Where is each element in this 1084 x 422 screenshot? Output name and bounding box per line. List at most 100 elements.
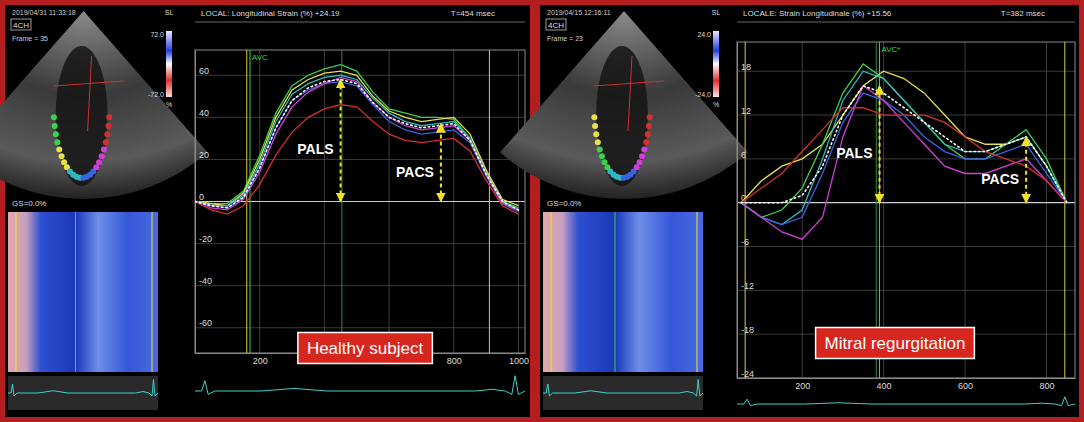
annotation-label: PALS: [836, 145, 872, 161]
y-axis-line: [737, 43, 738, 379]
view-box: [11, 19, 31, 30]
colorbar: [713, 31, 719, 97]
tracking-point: [591, 114, 597, 120]
tracking-points: [591, 114, 652, 181]
tracking-point: [639, 153, 645, 159]
timestamp: 2019/04/15 12:16:11: [547, 9, 611, 16]
colorbar-title: SL: [165, 9, 174, 16]
tracking-point: [61, 159, 67, 165]
strain-curve: [195, 82, 519, 212]
y-tick: -40: [195, 276, 212, 286]
tracking-point: [634, 164, 640, 170]
tracking-point: [599, 153, 605, 159]
panel-background: [5, 5, 530, 417]
ecg-trace: [737, 397, 1075, 406]
colorbar-label: 24.0: [697, 31, 711, 38]
mini-ecg: [543, 380, 703, 397]
panel: 2019/04/31 11:33:184CHFrame = 35GS=0.0%S…: [0, 5, 530, 417]
y-tick: -60: [195, 318, 212, 328]
tracking-point: [643, 139, 649, 145]
annotation-label: PALS: [297, 141, 333, 157]
y-tick-label: 20: [199, 150, 209, 160]
annotation-label: PACS: [981, 171, 1019, 187]
strain-curve: [195, 105, 519, 214]
tracking-point: [101, 147, 107, 153]
cross-line: [628, 56, 632, 131]
tracking-point: [104, 131, 110, 137]
y-tick-label: 18: [741, 62, 751, 72]
colorbar-unit: %: [713, 101, 719, 108]
time-cursor: [341, 50, 342, 353]
chart-subtitle: T=454 msec: [451, 9, 495, 18]
header-line: [195, 22, 525, 23]
x-tick: 200: [253, 353, 268, 366]
y-tick-label: 12: [741, 106, 751, 116]
tracking-point: [96, 159, 102, 165]
figure: 2019/04/31 11:33:184CHFrame = 35GS=0.0%S…: [0, 0, 1084, 422]
strain-map-line: [615, 212, 616, 372]
grid: [737, 42, 1075, 378]
chart-title: LOCAL: Longitudinal Strain (%) +24.19: [201, 9, 340, 18]
panel-background: [540, 5, 1079, 417]
x-tick-label: 800: [447, 356, 462, 366]
tracking-point: [51, 114, 57, 120]
colorbar-label: -72.0: [148, 91, 164, 98]
cycle-line: [745, 42, 746, 378]
tracking-point: [106, 114, 112, 120]
annotation-arrows: [341, 79, 441, 201]
tracking-point: [592, 123, 598, 129]
event-label: AVC*: [882, 45, 901, 54]
mini-ecg-bg: [543, 376, 703, 410]
y-tick-label: 0: [199, 192, 204, 202]
x-tick-label: 800: [1039, 381, 1054, 391]
ultrasound-sector: [0, 11, 208, 199]
strain-curve: [195, 79, 519, 209]
x-tick: 1000: [509, 353, 529, 366]
strain-curve: [741, 64, 1067, 217]
strain-curve: [741, 93, 1067, 224]
strain-map-line: [75, 212, 76, 372]
colorbar-label: 72.0: [150, 31, 164, 38]
plot-frame: [195, 50, 525, 353]
y-tick-label: -12: [741, 281, 754, 291]
annotation-arrow: [440, 124, 442, 202]
y-tick: -20: [195, 234, 212, 244]
tracking-point: [646, 123, 652, 129]
strain-map: [8, 212, 158, 372]
y-tick-label: -20: [199, 234, 212, 244]
y-tick-label: 60: [199, 66, 209, 76]
frame-label: Frame = 23: [547, 35, 583, 42]
x-tick: 800: [1039, 378, 1054, 391]
plot-frame: [737, 42, 1075, 378]
annotation-arrows: [880, 86, 1027, 203]
lv-cavity: [596, 46, 648, 186]
y-tick-label: -60: [199, 318, 212, 328]
strain-map-line: [16, 212, 17, 372]
x-tick-label: 600: [958, 381, 973, 391]
x-axis-line: [738, 378, 1076, 379]
group-label-box: [298, 333, 433, 364]
tracking-point: [93, 164, 99, 170]
strain-curve: [195, 77, 519, 210]
view-box: [546, 19, 566, 30]
chart-title: LOCALE: Strain Longitudinale (%) +15.56: [743, 9, 892, 18]
strain-curve: [741, 71, 1067, 224]
tracking-point: [593, 131, 599, 137]
view-label: 4CH: [13, 21, 29, 30]
tracking-point: [59, 153, 65, 159]
tracking-point: [52, 123, 58, 129]
y-grid-line: [195, 117, 525, 118]
y-grid-line: [195, 327, 525, 328]
x-tick: 400: [877, 378, 892, 391]
colorbar: [166, 31, 172, 97]
y-tick: 60: [195, 66, 209, 76]
view-label: 4CH: [548, 21, 564, 30]
tracking-point: [106, 123, 112, 129]
y-grid-line: [195, 243, 525, 244]
cross-line: [54, 81, 124, 86]
x-tick: 800: [447, 353, 462, 366]
plot-marks: [195, 50, 519, 353]
y-grid-line: [195, 201, 525, 202]
grid: [195, 50, 525, 353]
y-grid-line: [737, 290, 1075, 291]
